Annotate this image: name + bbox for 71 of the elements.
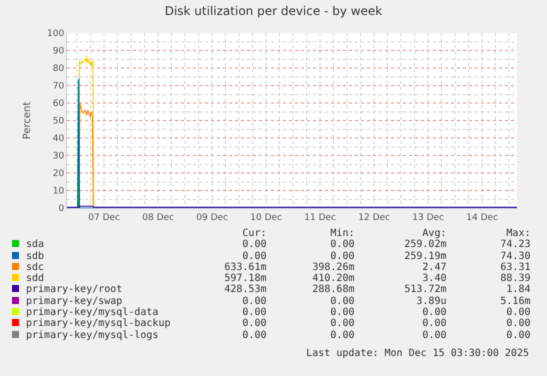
text: 0.00	[421, 307, 446, 318]
text: 259.02m	[403, 239, 446, 251]
text: 0.00	[421, 318, 446, 330]
text: 0.00	[329, 318, 354, 330]
legend-label: primary-key/root	[25, 284, 124, 296]
text: 0.00	[241, 296, 266, 308]
y-tick-label: 40	[52, 134, 64, 144]
x-tick-label: 12 Dec	[358, 212, 390, 223]
text: 0.00	[329, 250, 354, 262]
y-tick-label: 80	[52, 64, 64, 74]
y-tick-label: 0	[58, 204, 64, 214]
text: Cur:	[241, 228, 266, 240]
text: 2.47	[421, 262, 446, 274]
text: 428.53m	[223, 284, 266, 296]
text: 513.72m	[403, 284, 446, 296]
x-tick-label: 14 Dec	[466, 212, 498, 223]
y-tick-label: 100	[47, 29, 64, 40]
legend-label: primary-key/mysql-data	[25, 307, 158, 318]
text: 0.00	[329, 239, 354, 251]
legend-label: sdb	[25, 250, 46, 262]
text: Max:	[505, 228, 530, 240]
chart-title: Disk utilization per device - by week	[164, 4, 382, 18]
text: 410.20m	[311, 273, 354, 284]
text: Last update: Mon Dec 15 03:30:00 2025	[306, 348, 529, 359]
text: 0.00	[329, 330, 354, 341]
text: 398.26m	[311, 262, 354, 274]
text: 3.40	[421, 273, 446, 284]
text: 0.00	[421, 330, 446, 341]
text: 1.84	[505, 284, 530, 296]
legend-label: primary-key/mysql-logs	[25, 330, 160, 341]
legend-label: sda	[25, 239, 46, 251]
text: 0.00	[241, 330, 266, 341]
text: 597.18m	[223, 273, 266, 284]
legend-label: primary-key/mysql-backup	[25, 318, 170, 330]
x-tick-label: 08 Dec	[142, 212, 174, 223]
text: 5.16m	[499, 296, 530, 308]
y-tick-label: 50	[52, 116, 64, 127]
legend-label: sdc	[25, 262, 46, 273]
text: 288.68m	[311, 284, 354, 296]
text: 74.30	[499, 250, 530, 262]
x-tick-label: 13 Dec	[412, 212, 444, 223]
text: Min:	[329, 228, 354, 240]
y-tick-label: 20	[52, 169, 64, 180]
text: 0.00	[241, 307, 266, 318]
text: 633.61m	[223, 262, 266, 274]
y-axis-title: Percent	[22, 102, 34, 140]
text: 63.31	[499, 262, 530, 274]
text: 0.00	[241, 318, 266, 330]
x-tick-label: 09 Dec	[196, 212, 228, 223]
text: 88.39	[499, 273, 530, 284]
text: Avg:	[421, 228, 446, 240]
text: 0.00	[329, 307, 354, 318]
x-tick-label: 10 Dec	[250, 212, 282, 223]
text: 0.00	[505, 330, 530, 341]
text: 259.19m	[403, 250, 446, 262]
y-tick-label: 30	[52, 152, 64, 162]
y-tick-label: 60	[52, 99, 64, 110]
text: 0.00	[329, 296, 354, 308]
text: 0.00	[241, 250, 266, 262]
text: 3.89u	[415, 296, 446, 308]
y-tick-label: 90	[52, 46, 64, 57]
y-tick-label: 10	[52, 186, 64, 197]
x-tick-label: 07 Dec	[88, 212, 120, 223]
legend-label: primary-key/swap	[25, 296, 122, 307]
text: 0.00	[505, 318, 530, 330]
text: 0.00	[505, 307, 530, 318]
x-tick-label: 11 Dec	[304, 212, 336, 223]
y-tick-label: 70	[52, 82, 64, 92]
legend-label: sdd	[25, 273, 44, 284]
text: 0.00	[241, 239, 266, 251]
text: 74.23	[499, 239, 530, 251]
